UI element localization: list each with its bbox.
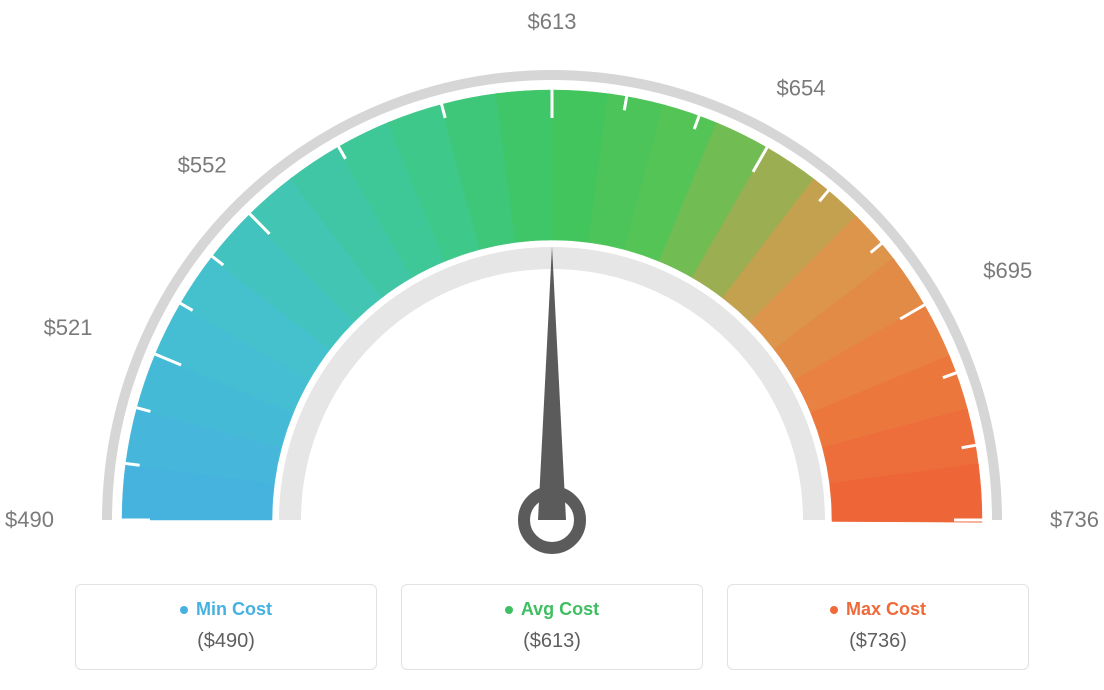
dot-icon (830, 606, 838, 614)
svg-text:$552: $552 (178, 153, 227, 178)
svg-text:$654: $654 (777, 76, 826, 101)
chart-root: $490 $521 $552 $613 $654 $695 $736 Min Cost ($… (0, 0, 1104, 690)
legend-row: Min Cost ($490) Avg Cost ($613) Max Cost… (0, 584, 1104, 670)
legend-title: Avg Cost (505, 599, 599, 620)
legend-card-avg: Avg Cost ($613) (401, 584, 703, 670)
svg-text:$490: $490 (5, 507, 54, 532)
legend-card-min: Min Cost ($490) (75, 584, 377, 670)
dot-icon (505, 606, 513, 614)
legend-label: Min Cost (196, 599, 272, 620)
legend-value: ($736) (728, 630, 1028, 653)
legend-value: ($613) (402, 630, 702, 653)
svg-text:$736: $736 (1050, 507, 1099, 532)
svg-text:$695: $695 (983, 258, 1032, 283)
legend-label: Avg Cost (521, 599, 599, 620)
legend-title: Max Cost (830, 599, 926, 620)
svg-text:$613: $613 (528, 9, 577, 34)
legend-label: Max Cost (846, 599, 926, 620)
legend-card-max: Max Cost ($736) (727, 584, 1029, 670)
svg-text:$521: $521 (44, 315, 93, 340)
gauge-chart: $490 $521 $552 $613 $654 $695 $736 (0, 0, 1104, 560)
legend-title: Min Cost (180, 599, 272, 620)
dot-icon (180, 606, 188, 614)
legend-value: ($490) (76, 630, 376, 653)
